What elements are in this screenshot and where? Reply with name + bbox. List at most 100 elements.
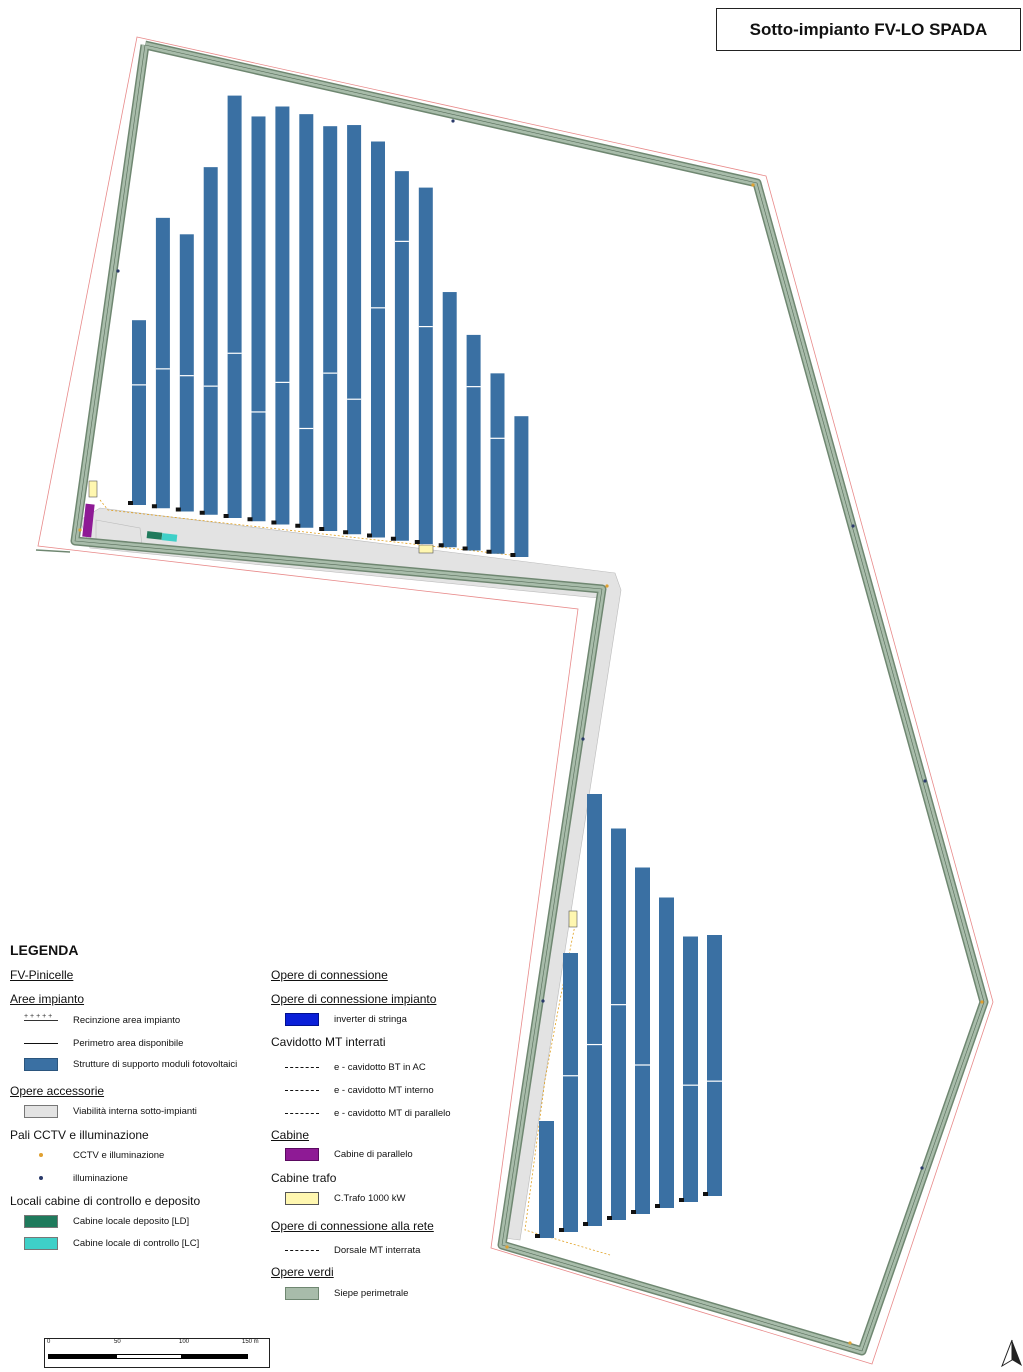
perimeter-line-icon [24, 1043, 58, 1044]
cable-mt-interno-icon [285, 1090, 319, 1091]
cabina-parallelo [82, 503, 95, 538]
deposito-swatch-icon [24, 1215, 58, 1228]
legend-opere-accessorie: Opere accessorie [10, 1084, 105, 1098]
scale-segment-1 [48, 1354, 116, 1359]
cctv-poles [78, 183, 984, 1345]
legend-item-inverter: inverter di stringa [285, 1013, 407, 1026]
cabina-controllo [161, 533, 178, 542]
cabina-trafo-1 [88, 480, 98, 498]
scale-bar: 0 50 100 150 m [44, 1338, 270, 1368]
north-pv-row-4 [203, 167, 218, 515]
legend-item-illuminazione: illuminazione [24, 1172, 128, 1185]
north-arrow-icon [1001, 1339, 1022, 1368]
south-pv-row-2 [563, 953, 578, 1232]
north-pv-row-3 [179, 234, 194, 512]
north-inverter-marker [390, 536, 396, 541]
legend-item-trafo: C.Trafo 1000 kW [285, 1192, 405, 1205]
legend-label: Viabilità interna sotto-impianti [73, 1106, 197, 1117]
legend-cabine: Cabine [271, 1128, 310, 1142]
map-title: Sotto-impianto FV-LO SPADA [716, 8, 1021, 51]
legend-label: Strutture di supporto moduli fotovoltaic… [73, 1059, 238, 1070]
legend-item-recinzione: Recinzione area impianto [24, 1013, 181, 1026]
legend-label: e - cavidotto BT in AC [334, 1062, 426, 1073]
scale-segment-3 [182, 1354, 248, 1359]
north-inverter-marker [438, 543, 444, 548]
scale-label-100: 100 [179, 1339, 190, 1345]
north-pv-row-13 [418, 187, 433, 544]
legend-item-viabilita: Viabilità interna sotto-impianti [24, 1105, 197, 1118]
north-inverter-marker [175, 507, 181, 512]
cabina-trafo-2 [418, 544, 434, 554]
north-inverter-marker [510, 553, 516, 557]
legend-label: Recinzione area impianto [73, 1015, 181, 1026]
north-inverter-marker [319, 527, 325, 531]
north-pv-row-6 [251, 116, 266, 522]
legend-fv-pinicelle: FV-Pinicelle [10, 968, 74, 982]
legend-locali: Locali cabine di controllo e deposito [10, 1194, 201, 1208]
cabina-parallelo-swatch-icon [285, 1148, 319, 1161]
south-pv-row-5 [635, 867, 650, 1214]
legend-item-cabine-parallelo: Cabine di parallelo [285, 1148, 413, 1161]
south-pv-row-8 [707, 935, 722, 1196]
legend-heading: LEGENDA [10, 942, 79, 958]
south-pv-row-6 [659, 897, 674, 1208]
north-inverter-marker [128, 501, 133, 505]
south-inverter-marker [703, 1192, 708, 1196]
legend-item-mt-interno: e - cavidotto MT interno [285, 1085, 434, 1096]
north-pv-row-17 [514, 416, 529, 557]
north-inverter-marker [247, 517, 253, 522]
legend-label: Perimetro area disponibile [73, 1038, 184, 1049]
pv-structures-north [128, 95, 529, 557]
cable-mt-parallelo-icon [285, 1113, 319, 1114]
legend-item-perimetro: Perimetro area disponibile [24, 1038, 183, 1049]
south-pv-row-3 [587, 794, 602, 1226]
north-inverter-marker [367, 533, 372, 538]
legend-item-strutture: Strutture di supporto moduli fotovoltaic… [24, 1058, 237, 1071]
north-inverter-marker [271, 520, 277, 525]
legend-label: Cabine di parallelo [334, 1149, 413, 1160]
north-pv-row-1 [132, 320, 146, 505]
legend-cavidotto: Cavidotto MT interrati [271, 1035, 386, 1049]
south-inverter-marker [535, 1234, 540, 1238]
south-inverter-marker [583, 1222, 588, 1226]
north-pv-row-5 [227, 95, 242, 518]
north-inverter-marker [486, 549, 492, 554]
cable-bt-south [524, 924, 611, 1256]
south-pv-row-1 [539, 1121, 554, 1238]
perimeter-area-boundary [37, 36, 994, 1365]
legend-label: Cabine locale deposito [LD] [73, 1216, 190, 1227]
fence-line [74, 44, 985, 1352]
access-line [35, 549, 71, 553]
controllo-swatch-icon [24, 1237, 58, 1250]
north-pv-row-16 [490, 373, 505, 554]
dorsale-line-icon [285, 1250, 319, 1251]
legend-item-siepe: Siepe perimetrale [285, 1287, 408, 1300]
fence-symbol-icon [24, 1013, 58, 1021]
north-inverter-marker [414, 540, 420, 544]
legend-label: Siepe perimetrale [334, 1288, 409, 1299]
pv-structure-swatch-icon [24, 1058, 58, 1071]
north-inverter-marker [199, 510, 205, 515]
legend-opere-connessione-impianto: Opere di connessione impianto [271, 992, 437, 1006]
north-inverter-marker [462, 546, 468, 551]
legend-aree-impianto: Aree impianto [10, 992, 85, 1006]
north-inverter-marker [151, 504, 157, 509]
south-pv-row-7 [683, 936, 698, 1202]
illumination-dot-icon [24, 1172, 58, 1185]
south-inverter-marker [559, 1228, 564, 1232]
pv-structures-south [535, 794, 722, 1238]
north-inverter-marker [343, 530, 349, 535]
north-pv-row-10 [347, 125, 362, 535]
scale-label-50: 50 [114, 1339, 121, 1345]
illumination-poles [116, 119, 927, 1170]
scale-bar-frame [44, 1338, 270, 1368]
north-inverter-marker [223, 514, 229, 518]
south-pv-row-4 [611, 828, 626, 1220]
legend-item-mt-parallelo: e - cavidotto MT di parallelo [285, 1108, 451, 1119]
scale-segment-2 [116, 1354, 182, 1359]
legend-label: Cabine locale di controllo [LC] [73, 1238, 200, 1249]
cabina-trafo-3 [568, 910, 578, 928]
legend-label: Dorsale MT interrata [334, 1245, 421, 1256]
north-pv-row-11 [371, 141, 385, 538]
